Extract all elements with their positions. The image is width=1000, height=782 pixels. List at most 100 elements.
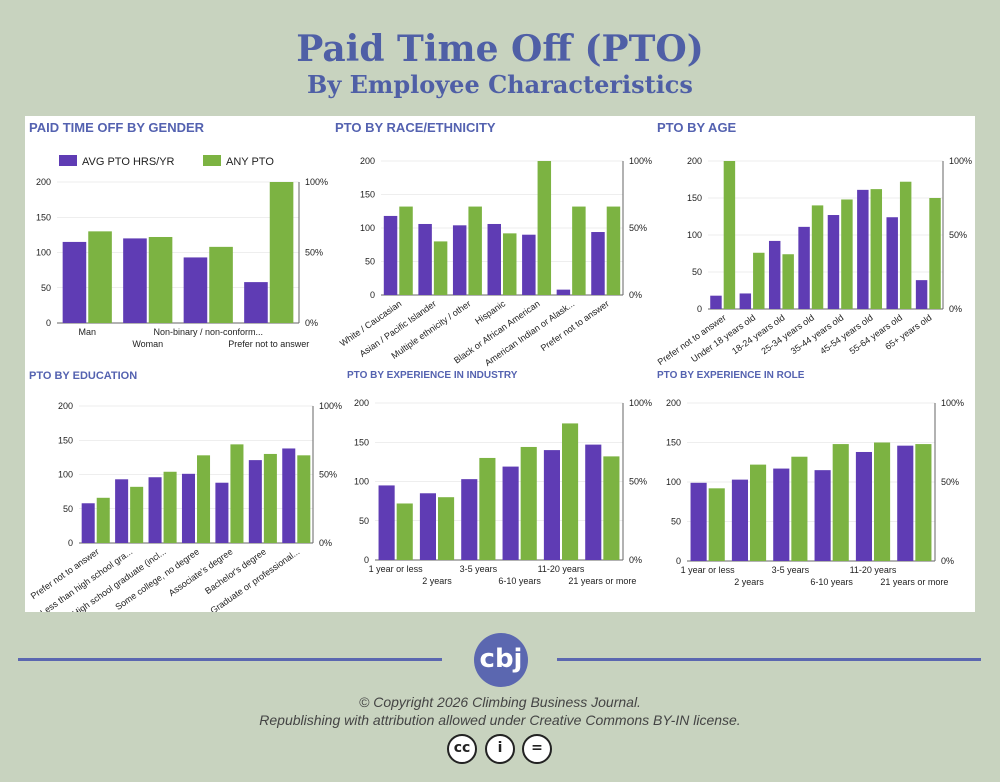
y-tick-label: 50	[41, 283, 51, 293]
y-tick-label: 200	[354, 398, 369, 408]
y2-tick-label: 50%	[305, 248, 323, 258]
y-tick-label: 100	[354, 477, 369, 487]
y2-tick-label: 50%	[949, 230, 967, 240]
bar-avg-pto	[855, 451, 872, 561]
x-tick-label: 1 year or less	[369, 564, 424, 574]
bar-any-pto	[468, 206, 482, 295]
page-subtitle: By Employee Characteristics	[307, 70, 693, 99]
x-tick-label: Man	[78, 327, 96, 337]
bar-avg-pto	[383, 215, 398, 295]
bar-avg-pto	[81, 503, 95, 543]
bar-avg-pto	[710, 295, 722, 309]
x-tick-label: 11-20 years	[850, 565, 897, 575]
divider-right	[557, 658, 981, 661]
bar-any-pto	[870, 189, 883, 309]
bar-avg-pto	[585, 444, 602, 560]
y-tick-label: 0	[676, 556, 681, 566]
bar-avg-pto	[773, 468, 790, 561]
bar-any-pto	[297, 455, 311, 543]
bar-any-pto	[572, 206, 586, 295]
bar-avg-pto	[282, 448, 296, 543]
x-tick-label: Prefer not to answer	[228, 339, 309, 349]
bar-avg-pto	[502, 466, 519, 560]
bar-avg-pto	[244, 282, 268, 323]
bar-any-pto	[163, 471, 177, 543]
x-tick-label: 6-10 years	[498, 576, 541, 586]
legend-swatch-any	[203, 155, 221, 166]
bar-avg-pto	[731, 479, 748, 561]
bar-any-pto	[791, 456, 808, 561]
y-tick-label: 100	[360, 223, 375, 233]
y2-tick-label: 50%	[629, 223, 647, 233]
x-tick-label: 21 years or more	[568, 576, 636, 586]
noderivatives-icon: =	[522, 734, 552, 764]
y-tick-label: 50	[365, 257, 375, 267]
y-tick-label: 50	[692, 267, 702, 277]
y-tick-label: 100	[666, 477, 681, 487]
bar-avg-pto	[418, 223, 432, 295]
y2-tick-label: 0%	[949, 304, 962, 314]
bar-any-pto	[269, 182, 294, 323]
cc-icon: cc	[447, 734, 477, 764]
y-tick-label: 200	[36, 177, 51, 187]
y2-tick-label: 50%	[941, 477, 959, 487]
y-tick-label: 100	[36, 248, 51, 258]
bar-any-pto	[520, 446, 537, 560]
bar-avg-pto	[915, 280, 928, 309]
y2-tick-label: 0%	[629, 555, 642, 565]
y-tick-label: 50	[359, 516, 369, 526]
bar-any-pto	[503, 233, 517, 295]
y2-tick-label: 100%	[319, 401, 342, 411]
bar-any-pto	[832, 444, 849, 561]
chart-title: PTO BY AGE	[657, 120, 737, 135]
y-tick-label: 150	[58, 435, 73, 445]
bar-any-pto	[753, 252, 765, 309]
bar-any-pto	[438, 497, 455, 560]
bar-avg-pto	[814, 470, 831, 561]
y-tick-label: 50	[671, 517, 681, 527]
bar-avg-pto	[739, 293, 752, 309]
bar-any-pto	[88, 231, 112, 323]
x-tick-label: 3-5 years	[460, 564, 498, 574]
page-title: Paid Time Off (PTO)	[296, 28, 704, 70]
y-tick-label: 200	[58, 401, 73, 411]
y2-tick-label: 0%	[305, 318, 318, 328]
chart-1: PAID TIME OFF BY GENDER 0 50 100 150 200 0% 50%…	[29, 120, 328, 349]
chart-4: PTO BY EDUCATION0501001502000%50%100%Pre…	[29, 370, 342, 619]
y-tick-label: 0	[68, 538, 73, 548]
x-tick-label: 1 year or less	[681, 565, 736, 575]
bar-avg-pto	[827, 215, 840, 309]
x-tick-label: Woman	[132, 339, 163, 349]
x-tick-label: Non-binary / non-conform...	[153, 327, 263, 337]
y-tick-label: 150	[354, 437, 369, 447]
bar-any-pto	[263, 453, 277, 543]
chart-title: PTO BY EDUCATION	[29, 370, 137, 382]
bar-any-pto	[606, 206, 621, 295]
y-tick-label: 0	[697, 304, 702, 314]
y-tick-label: 100	[687, 230, 702, 240]
x-tick-label: 6-10 years	[810, 577, 853, 587]
bar-avg-pto	[591, 232, 605, 295]
bar-any-pto	[537, 161, 552, 295]
bar-avg-pto	[215, 482, 229, 543]
y2-tick-label: 0%	[941, 556, 954, 566]
bar-avg-pto	[857, 189, 869, 309]
bar-any-pto	[750, 464, 767, 561]
chart-title: PTO BY EXPERIENCE IN INDUSTRY	[347, 370, 518, 381]
chart-title: PTO BY EXPERIENCE IN ROLE	[657, 370, 805, 381]
bar-any-pto	[96, 497, 110, 543]
license-text: Republishing with attribution allowed un…	[259, 712, 741, 728]
bar-avg-pto	[452, 225, 467, 295]
bar-avg-pto	[487, 223, 501, 295]
chart-6: PTO BY EXPERIENCE IN ROLE 0 50 100 150 200 0% 5…	[657, 370, 964, 587]
bar-avg-pto	[522, 234, 536, 295]
attribution-icon: i	[485, 734, 515, 764]
x-tick-label: 11-20 years	[538, 564, 585, 574]
bar-avg-pto	[148, 477, 162, 543]
bar-avg-pto	[123, 238, 147, 323]
y-tick-label: 100	[58, 470, 73, 480]
bar-avg-pto	[897, 445, 914, 561]
y-tick-label: 200	[687, 156, 702, 166]
y-tick-label: 150	[360, 190, 375, 200]
bar-avg-pto	[798, 226, 810, 309]
